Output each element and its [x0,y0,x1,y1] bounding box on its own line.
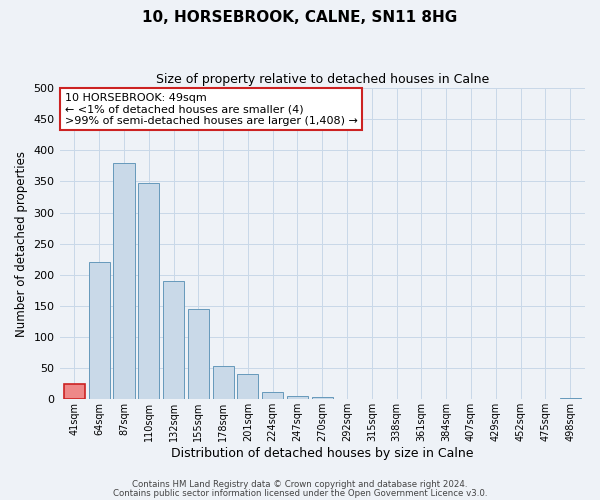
Text: 10 HORSEBROOK: 49sqm
← <1% of detached houses are smaller (4)
>99% of semi-detac: 10 HORSEBROOK: 49sqm ← <1% of detached h… [65,92,358,126]
Title: Size of property relative to detached houses in Calne: Size of property relative to detached ho… [155,72,489,86]
Bar [312,397,333,400]
Bar [238,374,259,400]
Bar [287,396,308,400]
Bar [163,281,184,400]
Bar [138,184,160,400]
Bar [113,163,134,400]
Bar [188,309,209,400]
Text: Contains HM Land Registry data © Crown copyright and database right 2024.: Contains HM Land Registry data © Crown c… [132,480,468,489]
Bar [212,366,233,400]
Y-axis label: Number of detached properties: Number of detached properties [15,150,28,336]
Bar [436,398,457,400]
Text: 10, HORSEBROOK, CALNE, SN11 8HG: 10, HORSEBROOK, CALNE, SN11 8HG [142,10,458,25]
X-axis label: Distribution of detached houses by size in Calne: Distribution of detached houses by size … [171,447,473,460]
Text: Contains public sector information licensed under the Open Government Licence v3: Contains public sector information licen… [113,488,487,498]
Bar [560,398,581,400]
Bar [89,262,110,400]
Bar [64,384,85,400]
Bar [262,392,283,400]
